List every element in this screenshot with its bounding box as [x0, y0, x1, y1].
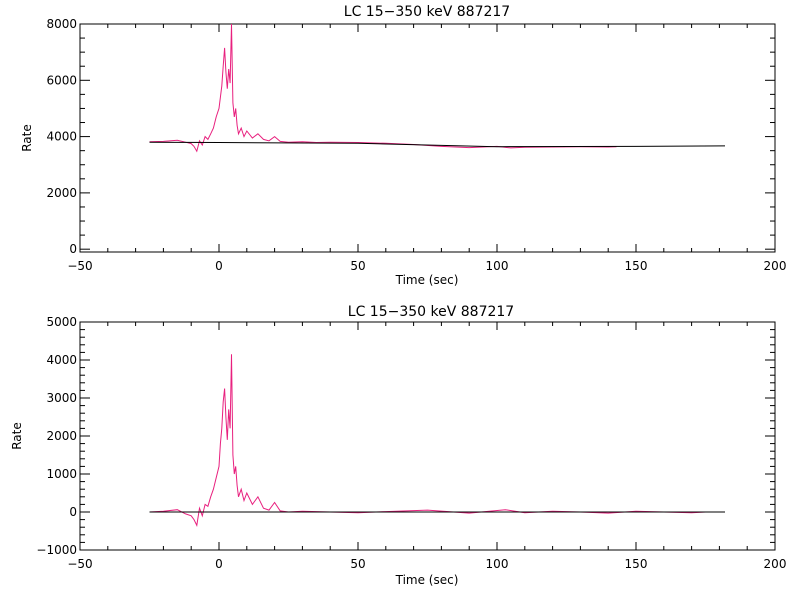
x-axis-label-top: Time (sec): [395, 273, 459, 287]
series-group-bottom: [149, 354, 725, 527]
chart-title-bottom: LC 15−350 keV 887217: [348, 304, 514, 320]
y-tick-label: 5000: [46, 315, 77, 329]
x-tick-label: 0: [215, 259, 223, 273]
y-tick-label: 1000: [46, 467, 77, 481]
background-fit-line-top: [149, 141, 726, 148]
x-tick-label: 150: [625, 259, 648, 273]
x-tick-label: 150: [625, 557, 648, 571]
chart-top: LC 15−350 keV 887217 Time (sec) Rate −50…: [20, 4, 786, 287]
y-tick-label: 4000: [46, 353, 77, 367]
y-tick-label: 3000: [46, 391, 77, 405]
x-tick-label: −50: [67, 557, 92, 571]
x-tick-label: 0: [215, 557, 223, 571]
x-tick-label: 50: [350, 557, 365, 571]
x-tick-label: 100: [486, 259, 509, 273]
x-tick-label: 100: [486, 557, 509, 571]
x-tick-label: 50: [350, 259, 365, 273]
y-tick-label: 2000: [46, 186, 77, 200]
axis-ticks-bottom: −50 0 50 100 150 200 −1000 0 1000 2000 3000 4000 500…: [36, 315, 786, 571]
x-axis-label-bottom: Time (sec): [395, 573, 459, 587]
y-axis-label-top: Rate: [20, 124, 34, 152]
y-tick-label: 6000: [46, 73, 77, 87]
y-tick-label: 4000: [46, 130, 77, 144]
y-tick-label: 0: [69, 505, 77, 519]
x-tick-label: 200: [764, 557, 787, 571]
rate-curve-bottom: [149, 354, 706, 527]
chart-title-top: LC 15−350 keV 887217: [344, 4, 510, 20]
y-axis-label-bottom: Rate: [10, 422, 24, 450]
y-tick-label: 8000: [46, 17, 77, 31]
y-tick-label: 2000: [46, 429, 77, 443]
x-tick-label: −50: [67, 259, 92, 273]
series-group-top: [149, 23, 726, 153]
plot-frame-top: [79, 23, 776, 253]
y-tick-label: −1000: [36, 543, 77, 557]
x-tick-label: 200: [764, 259, 787, 273]
y-tick-label: 0: [69, 242, 77, 256]
chart-bottom: LC 15−350 keV 887217 Time (sec) Rate −50…: [10, 304, 786, 587]
